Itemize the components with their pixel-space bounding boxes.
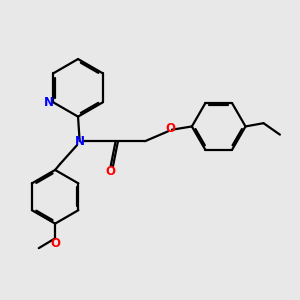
Text: N: N [44, 96, 54, 109]
Text: O: O [50, 237, 60, 250]
Text: O: O [106, 165, 116, 178]
Text: N: N [75, 135, 85, 148]
Text: O: O [166, 122, 176, 135]
